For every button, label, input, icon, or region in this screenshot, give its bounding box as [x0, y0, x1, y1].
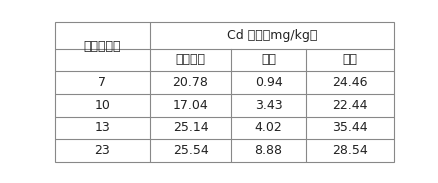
Text: 10: 10 [94, 98, 110, 111]
Text: 根区土壤: 根区土壤 [176, 53, 205, 66]
Text: 0.94: 0.94 [255, 76, 283, 89]
Text: 4.02: 4.02 [255, 122, 283, 135]
Text: 25.14: 25.14 [173, 122, 208, 135]
Text: 3.43: 3.43 [255, 98, 283, 111]
Text: 24.46: 24.46 [332, 76, 368, 89]
Text: 23: 23 [95, 144, 110, 157]
Text: 树龄（年）: 树龄（年） [84, 40, 121, 53]
Text: 28.54: 28.54 [332, 144, 368, 157]
Text: 7: 7 [98, 76, 106, 89]
Text: 20.78: 20.78 [173, 76, 208, 89]
Text: 35.44: 35.44 [332, 122, 368, 135]
Text: 树干: 树干 [261, 53, 276, 66]
Text: 8.88: 8.88 [254, 144, 283, 157]
Text: 17.04: 17.04 [173, 98, 208, 111]
Text: 25.54: 25.54 [173, 144, 208, 157]
Text: 树皮: 树皮 [343, 53, 357, 66]
Text: 22.44: 22.44 [332, 98, 368, 111]
Text: Cd 含量（mg/kg）: Cd 含量（mg/kg） [227, 29, 317, 42]
Text: 13: 13 [95, 122, 110, 135]
